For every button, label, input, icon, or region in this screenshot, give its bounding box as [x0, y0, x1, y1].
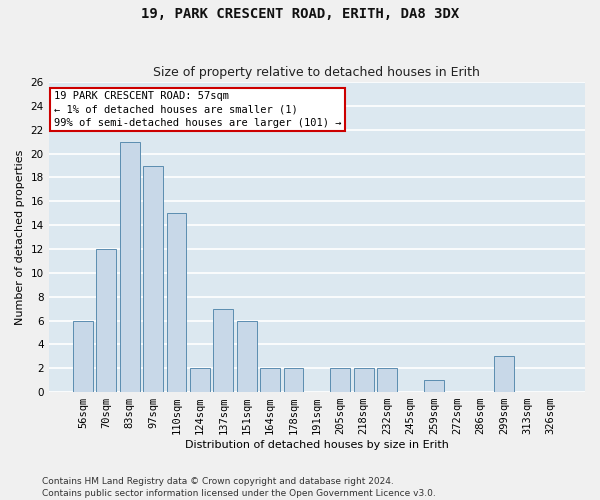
- Bar: [284, 368, 304, 392]
- Text: Contains HM Land Registry data © Crown copyright and database right 2024.
Contai: Contains HM Land Registry data © Crown c…: [42, 476, 436, 498]
- Bar: [237, 320, 257, 392]
- Bar: [190, 368, 210, 392]
- Bar: [143, 166, 163, 392]
- Y-axis label: Number of detached properties: Number of detached properties: [15, 150, 25, 325]
- Bar: [377, 368, 397, 392]
- Title: Size of property relative to detached houses in Erith: Size of property relative to detached ho…: [154, 66, 480, 80]
- Bar: [494, 356, 514, 392]
- Text: 19, PARK CRESCENT ROAD, ERITH, DA8 3DX: 19, PARK CRESCENT ROAD, ERITH, DA8 3DX: [141, 8, 459, 22]
- Bar: [260, 368, 280, 392]
- Text: 19 PARK CRESCENT ROAD: 57sqm
← 1% of detached houses are smaller (1)
99% of semi: 19 PARK CRESCENT ROAD: 57sqm ← 1% of det…: [54, 92, 341, 128]
- Bar: [97, 249, 116, 392]
- Bar: [167, 213, 187, 392]
- Bar: [73, 320, 93, 392]
- Bar: [120, 142, 140, 392]
- X-axis label: Distribution of detached houses by size in Erith: Distribution of detached houses by size …: [185, 440, 449, 450]
- Bar: [330, 368, 350, 392]
- Bar: [353, 368, 374, 392]
- Bar: [424, 380, 443, 392]
- Bar: [214, 308, 233, 392]
